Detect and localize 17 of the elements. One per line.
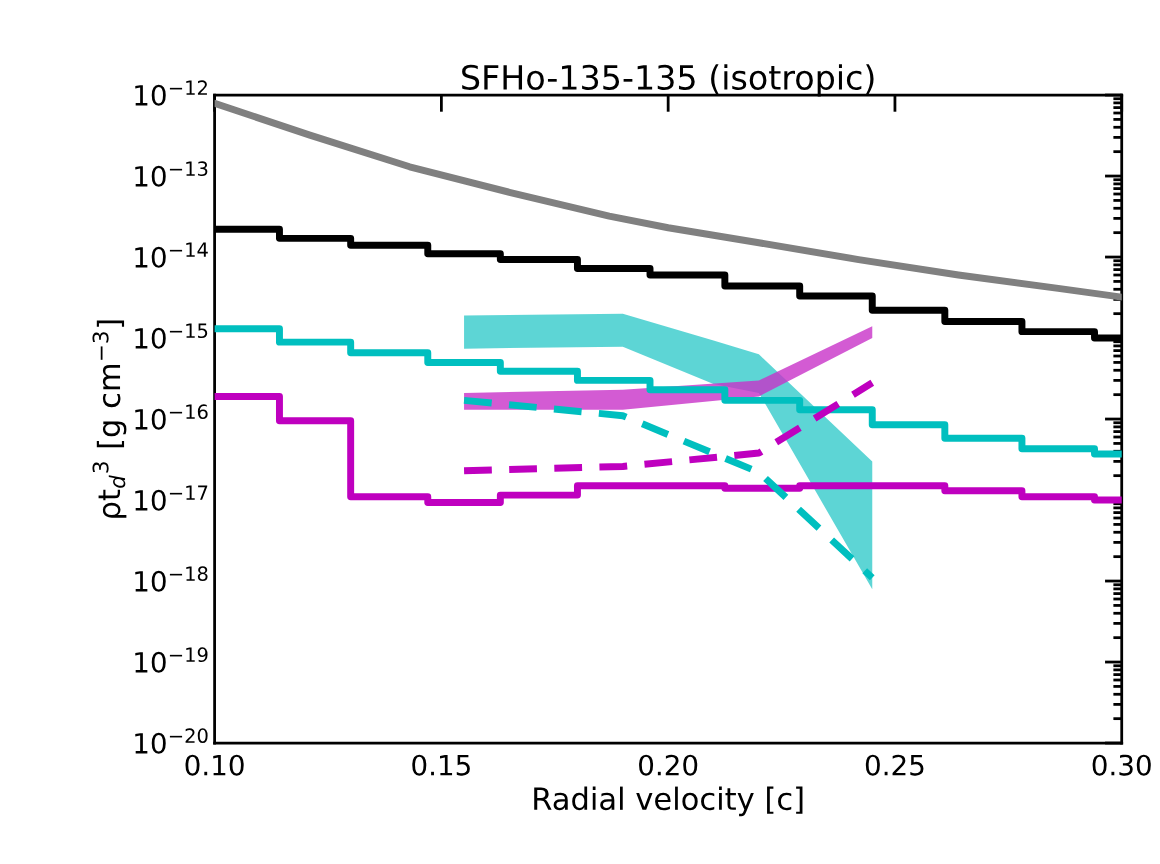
y-tick-label: 10$^{−20}$ xyxy=(135,728,208,754)
y-axis-title: ρt$_{d}$$^{3}$ [g cm$^{−3}$] xyxy=(92,320,127,518)
x-tick-label: 0.20 xyxy=(639,754,698,776)
y-tick-label: 10$^{−12}$ xyxy=(135,80,207,106)
y-tick-label: 10$^{−16}$ xyxy=(135,404,208,430)
x-tick-label: 0.30 xyxy=(1092,754,1151,776)
y-tick-label: 10$^{−19}$ xyxy=(135,647,208,673)
chart-title: SFHo-135-135 (isotropic) xyxy=(462,64,874,97)
y-tick-label: 10$^{−14}$ xyxy=(135,242,208,268)
y-tick-label: 10$^{−15}$ xyxy=(135,323,208,349)
x-tick-label: 0.10 xyxy=(185,754,244,776)
y-tick-label: 10$^{−13}$ xyxy=(135,161,208,187)
x-axis-title: Radial velocity [c] xyxy=(534,786,803,817)
y-tick-label: 10$^{−17}$ xyxy=(135,485,208,511)
x-tick-label: 0.15 xyxy=(412,754,470,776)
y-tick-label: 10$^{−18}$ xyxy=(135,566,208,592)
x-tick-label: 0.25 xyxy=(865,754,924,776)
